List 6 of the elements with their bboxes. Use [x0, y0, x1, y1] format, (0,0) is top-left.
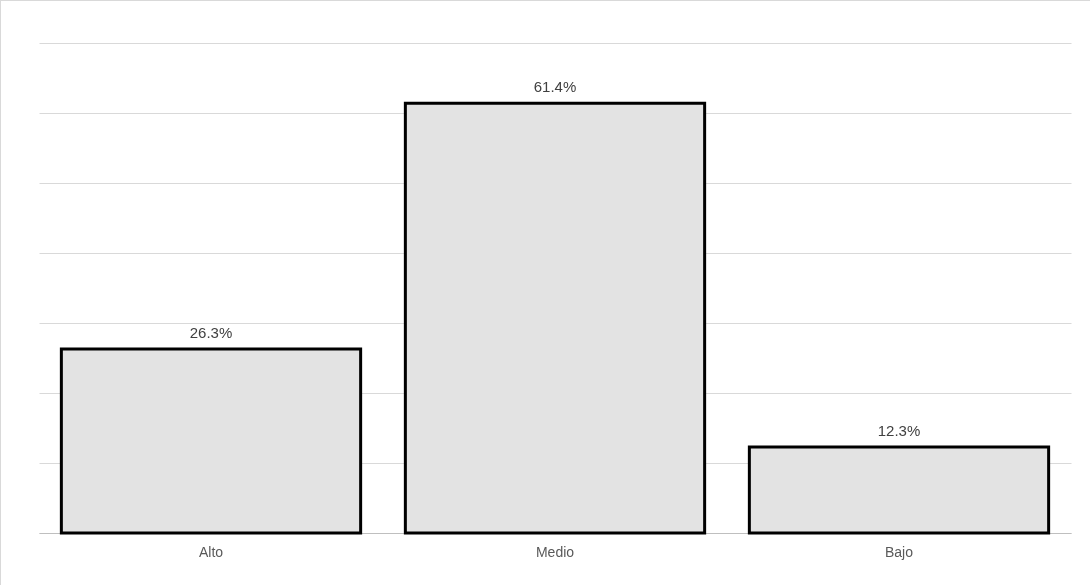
data-label: 61.4%	[533, 78, 577, 96]
data-label: 12.3%	[877, 421, 921, 439]
x-tick-label: Medio	[535, 543, 575, 560]
x-tick-label: Bajo	[884, 543, 914, 560]
data-label: 26.3%	[189, 323, 233, 341]
x-tick-label: Alto	[198, 543, 224, 560]
